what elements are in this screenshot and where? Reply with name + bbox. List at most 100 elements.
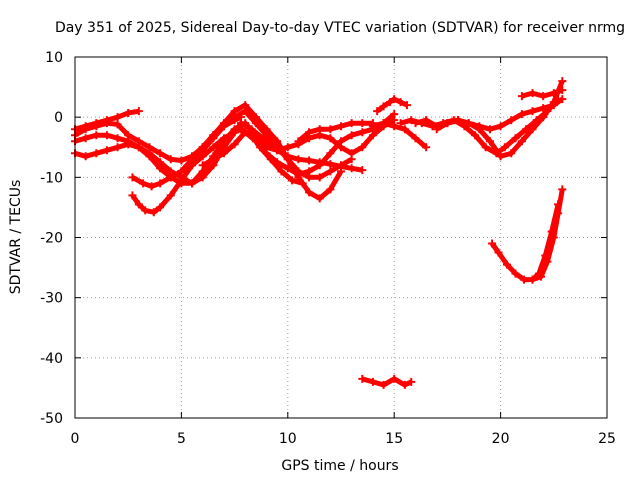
data-point: [283, 155, 292, 164]
data-point: [113, 143, 122, 152]
data-point: [400, 125, 409, 134]
data-point: [262, 149, 271, 158]
data-point: [358, 119, 367, 128]
series-line-arc-14: [399, 97, 560, 156]
data-point: [124, 108, 133, 117]
data-point: [549, 89, 558, 98]
data-point: [166, 191, 175, 200]
data-point: [102, 146, 111, 155]
data-point: [305, 128, 314, 137]
data-point: [273, 137, 282, 146]
series-line-arc-8: [190, 118, 396, 185]
data-point: [402, 101, 411, 110]
data-point: [368, 122, 377, 131]
data-point: [558, 86, 567, 95]
data-point: [511, 134, 520, 143]
data-point: [198, 161, 207, 170]
data-point: [337, 137, 345, 146]
data-point: [241, 101, 250, 110]
data-point: [188, 179, 197, 188]
data-point: [149, 208, 158, 217]
data-point: [294, 170, 303, 179]
data-point: [475, 122, 484, 131]
data-point: [358, 143, 367, 152]
x-tick-label: 25: [598, 431, 616, 447]
data-point: [134, 143, 143, 152]
data-point: [177, 167, 186, 176]
data-point: [558, 95, 567, 104]
data-point: [147, 182, 156, 191]
data-point: [390, 110, 399, 119]
data-point: [209, 143, 218, 152]
data-point: [520, 275, 529, 284]
data-point: [539, 113, 548, 122]
data-point: [411, 134, 420, 143]
data-point: [400, 380, 409, 389]
data-point: [139, 179, 148, 188]
data-point: [517, 110, 526, 119]
data-point: [283, 164, 292, 173]
data-point: [390, 122, 399, 131]
series-line-arc-7: [179, 102, 344, 201]
data-point: [358, 128, 367, 137]
data-point: [166, 173, 175, 182]
data-point: [81, 152, 90, 161]
series-line-arc-11: [375, 96, 409, 114]
y-axis-label: SDTVAR / TECUs: [8, 180, 24, 295]
data-point: [507, 149, 516, 158]
data-point: [230, 107, 239, 116]
data-point: [315, 173, 324, 182]
data-point: [113, 120, 122, 129]
data-point: [528, 275, 537, 284]
data-point: [315, 125, 324, 134]
y-tick-label: -20: [40, 231, 63, 247]
data-point: [396, 98, 405, 107]
data-point: [156, 203, 165, 212]
x-tick-label: 20: [492, 431, 510, 447]
data-point: [500, 143, 509, 152]
data-point: [288, 176, 297, 185]
data-point: [326, 167, 335, 176]
data-point: [507, 116, 516, 125]
data-point: [315, 161, 324, 170]
data-point: [283, 143, 292, 152]
data-point: [81, 122, 90, 131]
data-point: [294, 155, 303, 164]
data-point: [166, 155, 175, 164]
data-point: [407, 377, 416, 386]
data-point: [273, 146, 282, 155]
data-point: [124, 131, 133, 140]
data-point: [188, 155, 197, 164]
data-point: [294, 137, 303, 146]
data-point: [396, 119, 405, 128]
data-point: [379, 380, 388, 389]
data-point: [488, 239, 497, 248]
x-tick-label: 15: [385, 431, 403, 447]
data-point: [177, 176, 186, 185]
data-point: [219, 137, 228, 146]
data-point: [358, 166, 367, 175]
data-point: [373, 107, 382, 116]
data-point: [481, 143, 490, 152]
data-point: [326, 149, 335, 158]
x-tick-label: 5: [177, 431, 186, 447]
data-point: [219, 119, 228, 128]
data-point: [547, 227, 556, 236]
data-point: [113, 113, 122, 122]
data-point: [124, 140, 133, 149]
x-tick-label: 0: [71, 431, 80, 447]
data-point: [198, 143, 207, 152]
data-point: [134, 107, 143, 116]
data-point: [262, 125, 271, 134]
data-point: [315, 194, 324, 203]
data-point: [92, 119, 101, 128]
data-point: [485, 137, 494, 146]
data-point: [454, 116, 463, 125]
data-point: [326, 125, 335, 134]
data-point: [502, 260, 511, 269]
data-point: [209, 155, 218, 164]
data-point: [273, 158, 282, 167]
data-point: [305, 167, 314, 176]
y-tick-label: 10: [45, 50, 63, 66]
